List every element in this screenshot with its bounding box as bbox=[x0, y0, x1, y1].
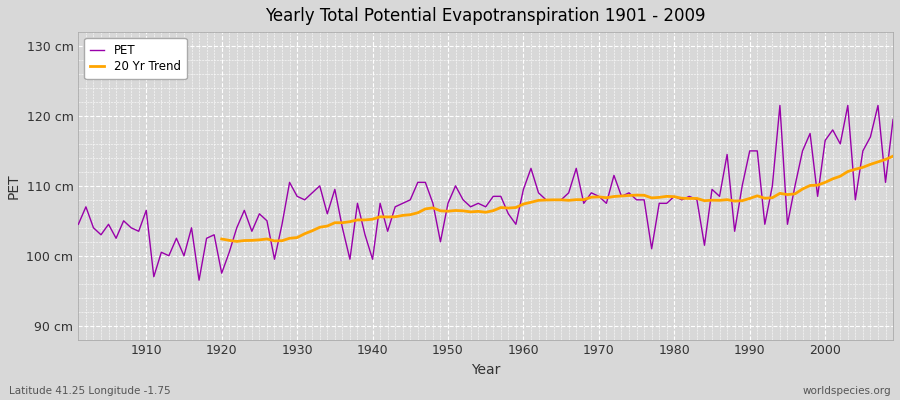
Title: Yearly Total Potential Evapotranspiration 1901 - 2009: Yearly Total Potential Evapotranspiratio… bbox=[266, 7, 706, 25]
Legend: PET, 20 Yr Trend: PET, 20 Yr Trend bbox=[85, 38, 186, 79]
PET bbox=[352, 201, 363, 206]
PET bbox=[887, 117, 898, 122]
20 Yr Trend bbox=[691, 196, 702, 201]
Y-axis label: PET: PET bbox=[7, 173, 21, 199]
20 Yr Trend bbox=[865, 162, 876, 167]
PET bbox=[73, 222, 84, 227]
20 Yr Trend bbox=[797, 186, 808, 191]
20 Yr Trend bbox=[314, 225, 325, 230]
PET bbox=[526, 166, 536, 171]
20 Yr Trend bbox=[782, 192, 793, 197]
PET bbox=[616, 194, 627, 199]
Line: PET: PET bbox=[78, 106, 893, 280]
X-axis label: Year: Year bbox=[471, 363, 500, 377]
20 Yr Trend bbox=[428, 206, 438, 210]
20 Yr Trend bbox=[887, 154, 898, 158]
PET bbox=[518, 187, 529, 192]
Text: worldspecies.org: worldspecies.org bbox=[803, 386, 891, 396]
PET bbox=[133, 229, 144, 234]
PET bbox=[307, 190, 318, 195]
Text: Latitude 41.25 Longitude -1.75: Latitude 41.25 Longitude -1.75 bbox=[9, 386, 171, 396]
PET bbox=[775, 103, 786, 108]
20 Yr Trend bbox=[231, 239, 242, 244]
Line: 20 Yr Trend: 20 Yr Trend bbox=[221, 156, 893, 242]
20 Yr Trend bbox=[216, 236, 227, 241]
PET bbox=[194, 278, 204, 283]
